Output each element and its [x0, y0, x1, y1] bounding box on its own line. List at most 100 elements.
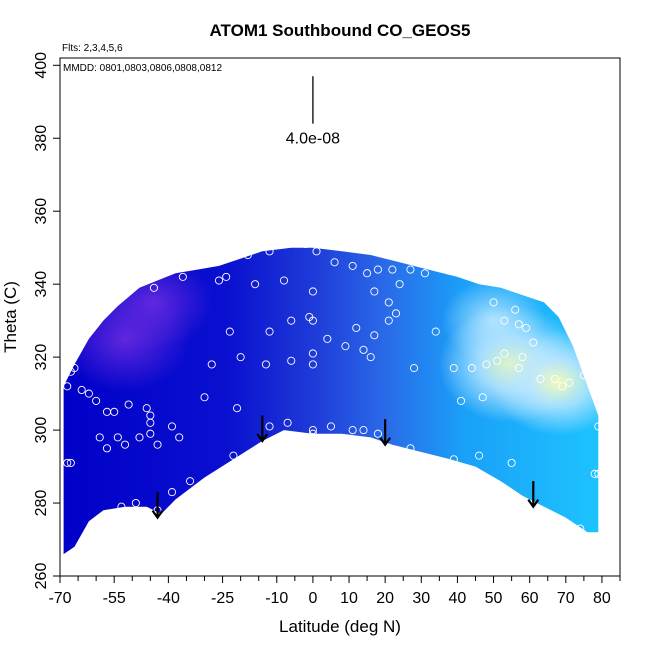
data-point: [113, 433, 122, 442]
data-point: [330, 258, 339, 267]
data-point: [287, 316, 296, 325]
data-point: [207, 360, 216, 369]
data-point: [522, 323, 531, 332]
data-point: [550, 374, 560, 384]
data-point: [475, 451, 484, 460]
data-point: [77, 385, 86, 395]
data-point: [410, 364, 419, 373]
y-axis-label: Theta (C): [1, 281, 20, 353]
data-point: [102, 444, 112, 453]
data-point: [63, 458, 72, 467]
y-tick-label: 340: [33, 271, 50, 298]
data-point: [287, 356, 296, 365]
x-axis-label: Latitude (deg N): [279, 617, 401, 636]
data-point: [352, 323, 361, 332]
data-point: [308, 360, 317, 369]
flight-arrow: [151, 492, 164, 520]
heatmap-field: [63, 247, 599, 555]
data-point: [366, 353, 375, 362]
data-point: [511, 305, 520, 314]
data-point: [395, 280, 404, 289]
data-point: [348, 426, 357, 435]
data-point: [341, 342, 350, 351]
data-point: [435, 462, 444, 471]
data-point: [186, 477, 195, 486]
y-tick-label: 400: [33, 52, 50, 79]
data-point: [102, 509, 112, 519]
data-point: [363, 269, 372, 278]
data-point: [279, 276, 289, 285]
data-point: [594, 422, 603, 431]
data-point: [370, 287, 379, 296]
data-point: [142, 404, 151, 413]
data-point: [384, 298, 393, 307]
y-tick-label: 380: [33, 125, 50, 152]
data-point: [576, 524, 585, 533]
data-point: [175, 433, 184, 442]
data-point: [63, 382, 72, 391]
y-tick-label: 260: [33, 563, 50, 590]
data-point: [536, 374, 545, 384]
y-tick-label: 320: [33, 344, 50, 371]
x-tick-label: -70: [48, 590, 71, 607]
data-point: [308, 349, 317, 358]
data-point: [243, 250, 252, 260]
x-tick-label: -40: [157, 590, 180, 607]
flights-annotation: Flts: 2,3,4,5,6: [62, 43, 123, 54]
data-point: [449, 455, 458, 464]
data-point: [590, 469, 599, 478]
flight-arrow: [256, 415, 269, 443]
data-point: [388, 265, 397, 274]
data-point: [373, 265, 382, 274]
flight-arrow: [379, 419, 392, 447]
data-point: [500, 349, 509, 358]
x-tick-label: -55: [103, 590, 126, 607]
data-point: [391, 309, 401, 318]
data-point: [124, 400, 133, 409]
x-tick-label: 50: [485, 590, 503, 607]
observation-points: [63, 239, 603, 533]
data-point: [222, 272, 231, 281]
data-point: [283, 418, 292, 427]
x-tick-label: 0: [308, 590, 317, 607]
data-point: [576, 327, 585, 336]
data-point: [373, 429, 382, 438]
data-point: [251, 280, 260, 289]
x-tick-label: -25: [211, 590, 234, 607]
data-point: [420, 269, 429, 278]
data-point: [229, 451, 238, 460]
data-point: [431, 327, 440, 336]
data-point: [406, 265, 415, 274]
plot-frame: [59, 57, 621, 577]
data-point: [153, 440, 162, 449]
data-point: [167, 422, 177, 431]
data-point: [514, 364, 523, 373]
data-point: [308, 426, 317, 435]
y-tick-label: 280: [33, 490, 50, 517]
x-tick-label: 60: [521, 590, 539, 607]
data-point: [489, 298, 498, 307]
x-tick-label: -10: [265, 590, 288, 607]
data-point: [265, 247, 274, 256]
data-point: [110, 407, 119, 416]
data-point: [565, 378, 574, 387]
data-point: [406, 444, 415, 453]
data-point: [308, 316, 317, 325]
data-point: [348, 261, 357, 270]
data-point: [478, 393, 487, 402]
data-point: [120, 440, 130, 449]
data-point: [359, 345, 368, 354]
x-tick-label: 80: [593, 590, 611, 607]
data-point: [500, 316, 509, 325]
data-point: [167, 488, 177, 497]
data-point: [467, 364, 476, 373]
data-point: [95, 433, 104, 442]
x-tick-label: 20: [376, 590, 394, 607]
y-axis: 260 280 300 320 340 360 380 400: [33, 52, 60, 590]
data-point: [178, 272, 187, 281]
data-point: [236, 353, 245, 362]
heatmap-peak: [441, 279, 546, 363]
data-point: [92, 396, 101, 405]
dates-annotation: MMDD: 0801,0803,0806,0808,0812: [63, 63, 222, 74]
y-tick-label: 300: [33, 417, 50, 444]
